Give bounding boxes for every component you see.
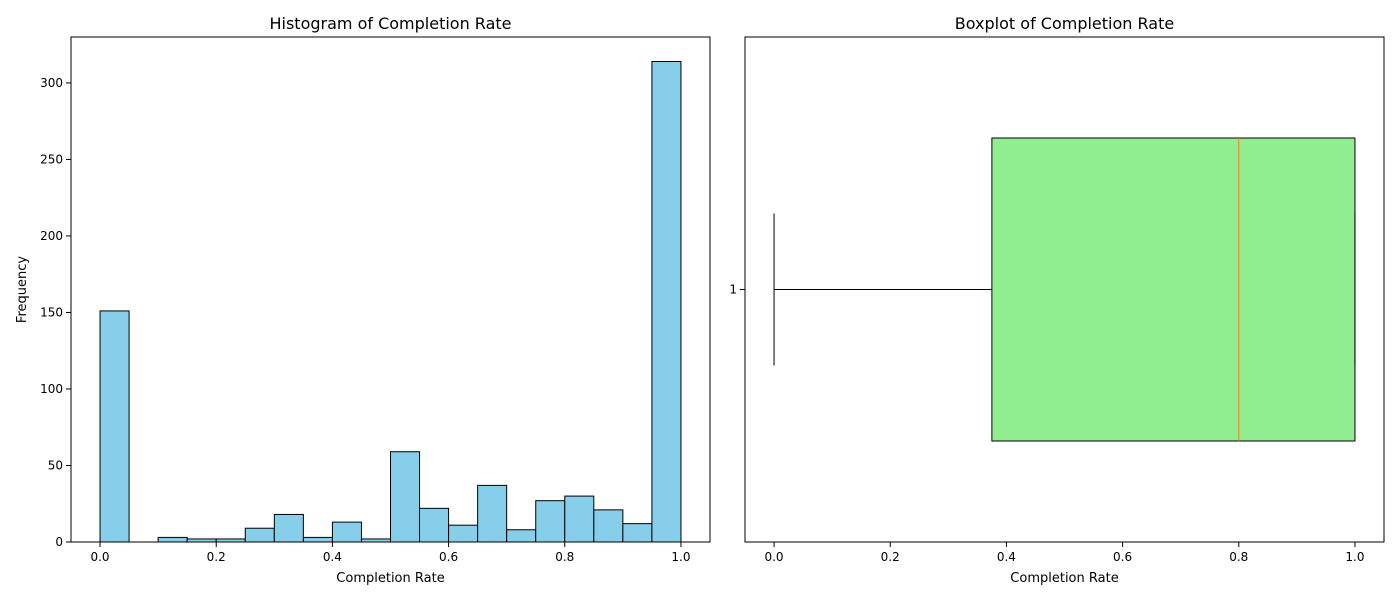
histogram-title: Histogram of Completion Rate [269,14,511,33]
histogram-x-label: Completion Rate [336,571,444,586]
y-tick-label: 50 [48,458,63,472]
x-tick-label: 0.6 [439,550,458,564]
y-tick-label: 250 [40,152,63,166]
x-tick-label: 1.0 [671,550,690,564]
histogram-bar [594,510,623,542]
histogram-y-ticks: 0 50 100 150 200 250 300 [40,76,71,549]
y-tick-label: 1 [729,283,737,297]
boxplot-y-ticks: 1 [729,283,745,297]
histogram-bar [565,496,594,542]
x-tick-label: 0.0 [764,550,783,564]
x-tick-label: 0.2 [207,550,226,564]
histogram-panel: Histogram of Completion Rate 0.0 0.2 0.4 0.… [15,14,710,586]
histogram-bar [332,522,361,542]
y-tick-label: 0 [55,535,63,549]
boxplot-panel: Boxplot of Completion Rate 0.0 0.2 0.4 0.6 0… [729,14,1384,586]
x-tick-label: 0.8 [1229,550,1248,564]
x-tick-label: 0.0 [90,550,109,564]
histogram-x-ticks: 0.0 0.2 0.4 0.6 0.8 1.0 [90,542,690,564]
y-tick-label: 100 [40,382,63,396]
histogram-bar [536,501,565,542]
histogram-bar [449,525,478,542]
histogram-bar [478,485,507,542]
histogram-bar [303,537,332,542]
histogram-bar [391,452,420,542]
box [992,138,1355,441]
histogram-bar [245,528,274,542]
histogram-bar [507,530,536,542]
histogram-bar [623,524,652,542]
boxplot-marks [774,138,1355,441]
boxplot-x-label: Completion Rate [1010,571,1118,586]
x-tick-label: 0.2 [881,550,900,564]
x-tick-label: 0.6 [1113,550,1132,564]
histogram-bars [100,61,681,542]
y-tick-label: 150 [40,305,63,319]
x-tick-label: 0.4 [997,550,1016,564]
histogram-bar [652,61,681,542]
boxplot-x-ticks: 0.0 0.2 0.4 0.6 0.8 1.0 [764,542,1364,564]
histogram-y-label: Frequency [15,256,30,323]
y-tick-label: 300 [40,76,63,90]
histogram-bar [420,508,449,542]
boxplot-title: Boxplot of Completion Rate [955,14,1174,33]
histogram-bar [100,311,129,542]
histogram-bar [274,514,303,542]
x-tick-label: 1.0 [1345,550,1364,564]
x-tick-label: 0.4 [323,550,342,564]
y-tick-label: 200 [40,229,63,243]
x-tick-label: 0.8 [555,550,574,564]
histogram-bar [158,537,187,542]
